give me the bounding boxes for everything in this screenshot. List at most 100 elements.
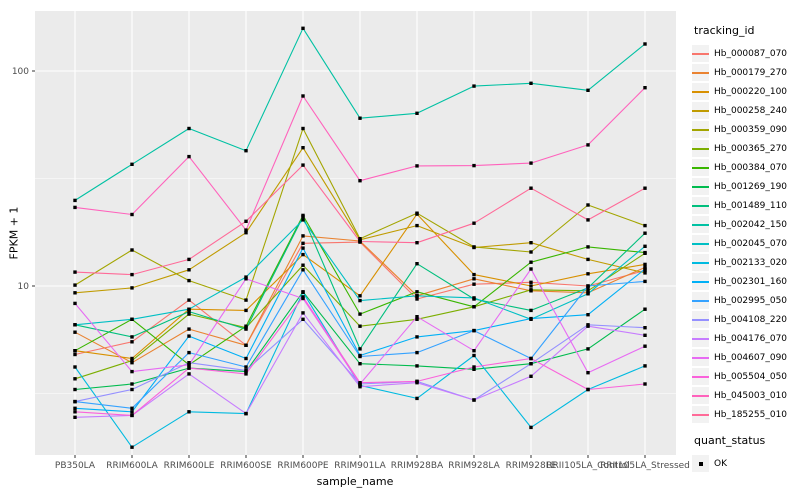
legend-item-Hb_000359_090: Hb_000359_090 xyxy=(692,120,800,139)
x-tick-label: PB350LA xyxy=(55,461,96,471)
series-points-Hb_000359_090 xyxy=(73,126,647,302)
series-points-Hb_185255_010 xyxy=(73,163,647,277)
series-points-Hb_005504_050 xyxy=(73,295,647,418)
x-tick-label: RRIM928LE xyxy=(506,461,557,471)
legend-key-swatch xyxy=(692,83,709,100)
legend-item-Hb_000179_270: Hb_000179_270 xyxy=(692,63,800,82)
legend-item-label: Hb_000179_270 xyxy=(714,67,788,78)
legend-item-Hb_004108_220: Hb_004108_220 xyxy=(692,310,800,329)
legend-line-icon xyxy=(692,261,709,264)
legend-key-swatch xyxy=(692,45,709,62)
legend-key-swatch xyxy=(692,64,709,81)
legend-item-Hb_045003_010: Hb_045003_010 xyxy=(692,386,800,405)
legend-key-swatch xyxy=(692,102,709,119)
legend-key-swatch xyxy=(692,311,709,328)
legend-line-icon xyxy=(692,147,709,150)
legend-title-tracking-id: tracking_id xyxy=(694,24,755,37)
legend-line-icon xyxy=(692,185,709,188)
legend-line-icon xyxy=(692,90,709,93)
legend-item-label: Hb_002045_070 xyxy=(714,238,788,249)
legend-item-label: Hb_045003_010 xyxy=(714,390,788,401)
legend-key-swatch xyxy=(692,349,709,366)
series-points-Hb_002045_070 xyxy=(73,218,647,327)
x-axis-title: sample_name xyxy=(316,475,394,488)
legend-key-swatch xyxy=(692,159,709,176)
x-tick-label: RRII105LA_Stressed xyxy=(600,461,690,471)
legend-item-Hb_002301_160: Hb_002301_160 xyxy=(692,272,800,291)
series-points-Hb_002042_150 xyxy=(73,26,647,203)
legend-key-swatch xyxy=(692,292,709,309)
quant-ok-key-icon xyxy=(692,455,709,472)
legend-key-swatch xyxy=(692,254,709,271)
legend-item-Hb_001269_190: Hb_001269_190 xyxy=(692,177,800,196)
legend-item-Hb_005504_050: Hb_005504_050 xyxy=(692,367,800,386)
legend-item-label: Hb_000258_240 xyxy=(714,105,788,116)
legend-item-label: Hb_004607_090 xyxy=(714,352,788,363)
legend-key-swatch xyxy=(692,140,709,157)
legend-key-swatch xyxy=(692,387,709,404)
legend-line-icon xyxy=(692,52,709,55)
legend-item-label: Hb_004176_070 xyxy=(714,333,788,344)
data-points xyxy=(73,26,647,449)
legend-key-swatch xyxy=(692,235,709,252)
legend-key-swatch xyxy=(692,216,709,233)
legend-item-label: Hb_002133_020 xyxy=(714,257,788,268)
legend-item-label: Hb_000220_100 xyxy=(714,86,788,97)
legend-item-Hb_002995_050: Hb_002995_050 xyxy=(692,291,800,310)
legend-line-icon xyxy=(692,109,709,112)
legend-item-Hb_004176_070: Hb_004176_070 xyxy=(692,329,800,348)
legend-item-Hb_185255_010: Hb_185255_010 xyxy=(692,405,800,424)
x-tick-label: RRIM600PE xyxy=(277,461,329,471)
legend-line-icon xyxy=(692,204,709,207)
legend-line-icon xyxy=(692,318,709,321)
x-tick-label: RRIM600LE xyxy=(164,461,215,471)
x-tick-label: RRIM928LA xyxy=(448,461,500,471)
legend-item-label: Hb_001489_110 xyxy=(714,200,788,211)
legend-item-Hb_002133_020: Hb_002133_020 xyxy=(692,253,800,272)
x-tick-label: RRIM901LA xyxy=(334,461,386,471)
y-axis-title: FPKM + 1 xyxy=(7,206,21,260)
x-tick-labels: PB350LA RRIM600LA RRIM600LE RRIM600SE RRIM60… xyxy=(55,461,690,471)
legend-item-label: Hb_004108_220 xyxy=(714,314,788,325)
legend-line-icon xyxy=(692,375,709,378)
legend-line-icon xyxy=(692,394,709,397)
legend-item-Hb_000087_070: Hb_000087_070 xyxy=(692,44,800,63)
legend-key-swatch xyxy=(692,178,709,195)
legend-item-Hb_004607_090: Hb_004607_090 xyxy=(692,348,800,367)
legend-item-label: Hb_002995_050 xyxy=(714,295,788,306)
legend-line-icon xyxy=(692,242,709,245)
legend-item-label: Hb_002042_150 xyxy=(714,219,788,230)
legend-item-Hb_000220_100: Hb_000220_100 xyxy=(692,82,800,101)
quant-ok-label: OK xyxy=(714,458,727,469)
x-tick-label: RRIM928BA xyxy=(391,461,444,471)
black-square-point-icon xyxy=(698,461,703,466)
x-tick-label: RRII105LA_Control xyxy=(546,461,629,471)
y-tick-label: 100 xyxy=(12,67,29,77)
legend-item-Hb_000258_240: Hb_000258_240 xyxy=(692,101,800,120)
legend-key-swatch xyxy=(692,197,709,214)
legend-line-icon xyxy=(692,337,709,340)
legend-key-swatch xyxy=(692,406,709,423)
legend-item-Hb_002045_070: Hb_002045_070 xyxy=(692,234,800,253)
legend: tracking_id Hb_000087_070 Hb_000179_270 Hb… xyxy=(692,24,800,473)
legend-item-label: Hb_000087_070 xyxy=(714,48,788,59)
x-tick-label: RRIM600LA xyxy=(106,461,158,471)
legend-item-label: Hb_002301_160 xyxy=(714,276,788,287)
legend-key-swatch xyxy=(692,368,709,385)
series-points-Hb_045003_010 xyxy=(73,86,647,232)
legend-item-label: Hb_000365_270 xyxy=(714,143,788,154)
legend-line-icon xyxy=(692,71,709,74)
y-tick-label: 10 xyxy=(18,282,30,292)
legend-item-label: Hb_000384_070 xyxy=(714,162,788,173)
legend-item-Hb_000365_270: Hb_000365_270 xyxy=(692,139,800,158)
legend-item-Hb_000384_070: Hb_000384_070 xyxy=(692,158,800,177)
legend-line-icon xyxy=(692,299,709,302)
y-tick-labels: 10 100 xyxy=(12,67,29,292)
legend-key-swatch xyxy=(692,273,709,290)
legend-key-swatch xyxy=(692,330,709,347)
legend-title-quant-status: quant_status xyxy=(694,434,766,447)
legend-item-label: Hb_001269_190 xyxy=(714,181,788,192)
axis-tick-marks xyxy=(32,70,646,458)
legend-item-label: Hb_000359_090 xyxy=(714,124,788,135)
